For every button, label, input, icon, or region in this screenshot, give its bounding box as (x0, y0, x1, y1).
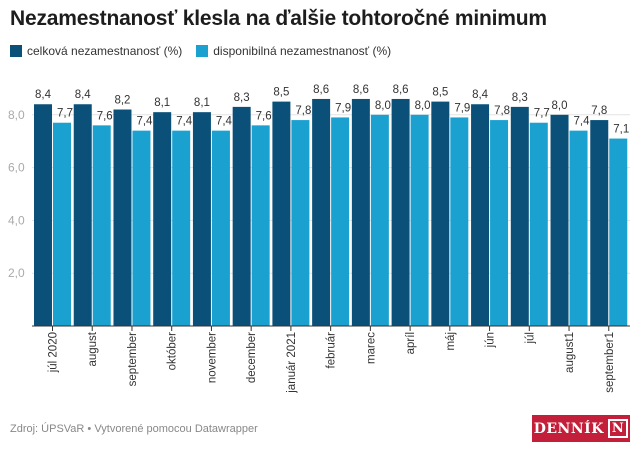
bar-disponibilna (132, 130, 151, 326)
data-label: 7,1 (613, 124, 629, 136)
data-label: 7,6 (256, 110, 272, 122)
bar-celkova (73, 104, 92, 327)
data-label: 8,6 (313, 84, 329, 96)
data-label: 8,1 (154, 97, 170, 109)
legend-swatch-series2 (196, 45, 209, 57)
bar-disponibilna (609, 138, 628, 326)
source-note: Zdroj: ÚPSVaR • Vytvorené pomocou Datawr… (10, 423, 258, 435)
y-tick-label: 8,0 (8, 108, 25, 122)
legend-swatch-series1 (10, 45, 22, 57)
bar-disponibilna (370, 114, 389, 326)
bar-disponibilna (92, 125, 111, 326)
data-label: 7,8 (295, 105, 311, 117)
data-label: 7,9 (454, 102, 470, 114)
bar-disponibilna (410, 114, 429, 326)
data-label: 7,4 (136, 116, 153, 128)
x-tick-label: júl 2020 (48, 332, 60, 373)
data-label: 8,5 (273, 87, 289, 99)
bar-celkova (312, 98, 331, 327)
data-label: 8,3 (234, 92, 250, 104)
data-label: 7,8 (591, 105, 607, 117)
legend-item-series2: disponibilná nezamestnanosť (%) (196, 44, 391, 58)
data-label: 8,4 (75, 89, 92, 101)
bar-celkova (232, 106, 251, 326)
bar-celkova (471, 104, 490, 327)
x-tick-label: september (127, 332, 139, 387)
x-tick-label: marec (365, 332, 377, 364)
data-label: 8,6 (353, 84, 369, 96)
data-label: 8,2 (114, 95, 130, 107)
bar-disponibilna (450, 117, 469, 326)
y-tick-label: 2,0 (8, 266, 25, 280)
x-tick-label: január 2021 (286, 332, 298, 394)
data-label: 7,8 (494, 105, 510, 117)
data-label: 7,9 (335, 102, 351, 114)
data-label: 8,3 (512, 92, 528, 104)
bar-disponibilna (490, 120, 509, 326)
legend-label-series1: celková nezamestnanosť (%) (27, 44, 183, 58)
x-tick-label: júl (524, 332, 536, 345)
bar-celkova (351, 98, 370, 327)
x-tick-label: september1 (604, 332, 616, 393)
data-label: 8,1 (194, 97, 210, 109)
x-tick-label: december (246, 332, 258, 383)
bar-celkova (391, 98, 410, 327)
y-tick-label: 4,0 (8, 213, 25, 227)
bar-celkova (113, 109, 132, 327)
data-label: 7,4 (216, 116, 233, 128)
data-label: 7,7 (534, 108, 550, 120)
data-label: 7,6 (97, 110, 113, 122)
x-tick-label: jún (485, 332, 497, 348)
bar-disponibilna (211, 130, 230, 326)
data-label: 8,0 (415, 100, 431, 112)
bar-disponibilna (569, 130, 588, 326)
bar-celkova (34, 104, 52, 327)
x-tick-label: august1 (564, 332, 576, 373)
data-label: 8,4 (35, 89, 52, 101)
data-label: 7,7 (57, 108, 73, 120)
x-tick-label: august (87, 331, 99, 366)
chart-title: Nezamestnanosť klesla na ďalšie tohtoroč… (10, 7, 547, 30)
bar-disponibilna (529, 122, 548, 326)
data-label: 8,6 (393, 84, 409, 96)
bar-disponibilna (53, 122, 71, 326)
bar-celkova (590, 120, 609, 326)
bar-disponibilna (331, 117, 350, 326)
bar-celkova (272, 101, 291, 326)
y-tick-label: 6,0 (8, 161, 25, 175)
bar-disponibilna (291, 120, 310, 326)
bar-disponibilna (172, 130, 191, 326)
legend-label-series2: disponibilná nezamestnanosť (%) (213, 44, 392, 58)
legend: celková nezamestnanosť (%) disponibilná … (10, 44, 391, 58)
x-tick-label: máj (445, 332, 457, 351)
x-tick-label: október (167, 332, 179, 371)
data-label: 7,4 (574, 116, 591, 128)
data-label: 8,0 (375, 100, 391, 112)
x-tick-label: apríl (405, 332, 417, 354)
legend-item-series1: celková nezamestnanosť (%) (10, 44, 182, 58)
data-label: 7,4 (176, 116, 193, 128)
bar-disponibilna (251, 125, 270, 326)
dennik-n-logo: DENNÍK N (532, 415, 630, 442)
x-tick-label: február (326, 332, 338, 369)
bar-celkova (192, 112, 211, 326)
data-label: 8,0 (552, 100, 568, 112)
bar-celkova (431, 101, 450, 326)
x-tick-label: november (206, 332, 218, 383)
bar-celkova (550, 114, 569, 326)
bar-celkova (510, 106, 529, 326)
data-label: 8,5 (432, 87, 448, 99)
data-label: 8,4 (472, 89, 489, 101)
bar-celkova (153, 112, 172, 326)
